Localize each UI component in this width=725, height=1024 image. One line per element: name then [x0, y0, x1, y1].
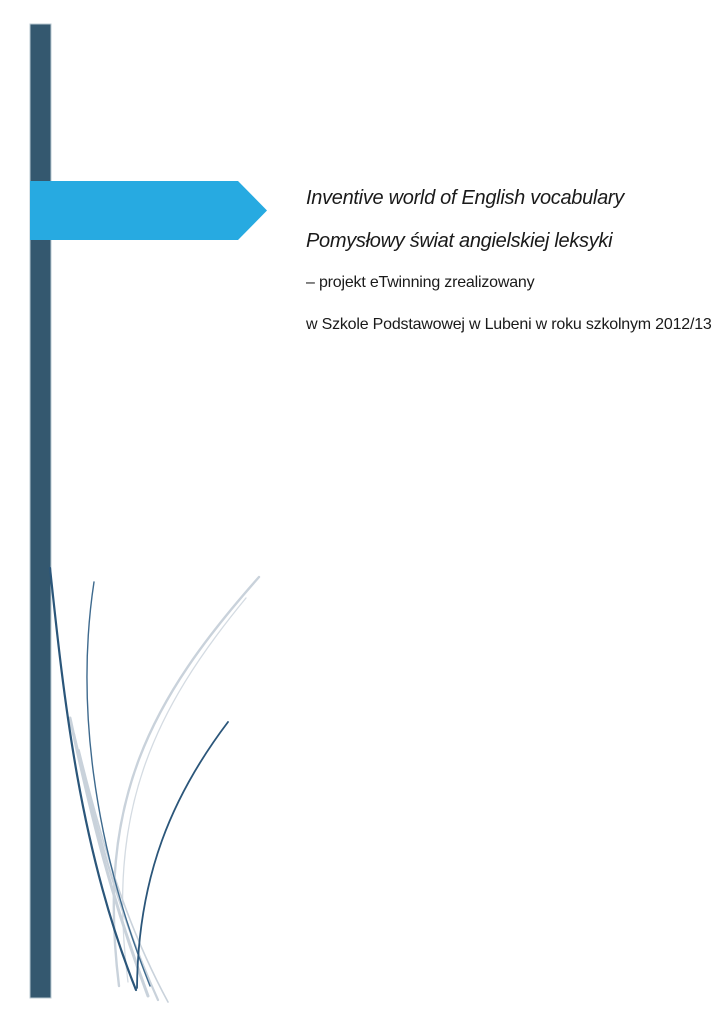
- swoosh-light-strand: [78, 749, 169, 1003]
- swoosh-medium-curve: [86, 581, 151, 987]
- document-subtitle-school-year: w Szkole Podstawowej w Lubeni w roku szk…: [306, 316, 712, 333]
- swoosh-dark-curve-right: [136, 721, 229, 989]
- document-title-english: Inventive world of English vocabulary: [306, 187, 624, 209]
- document-subtitle-project: – projekt eTwinning zrealizowany: [306, 274, 535, 291]
- swoosh-dark-curve-left: [48, 566, 138, 992]
- document-title-polish: Pomysłowy świat angielskiej leksyki: [306, 230, 613, 252]
- title-arrow-shape: [30, 181, 267, 240]
- title-block: Inventive world of English vocabulary Po…: [306, 187, 712, 357]
- swoosh-light-bundle: [68, 716, 169, 1003]
- vertical-accent-bar: [29, 23, 52, 999]
- swoosh-light-arc: [112, 575, 261, 988]
- swoosh-light-arc-echo: [122, 597, 247, 983]
- swoosh-light-strand: [72, 732, 160, 1002]
